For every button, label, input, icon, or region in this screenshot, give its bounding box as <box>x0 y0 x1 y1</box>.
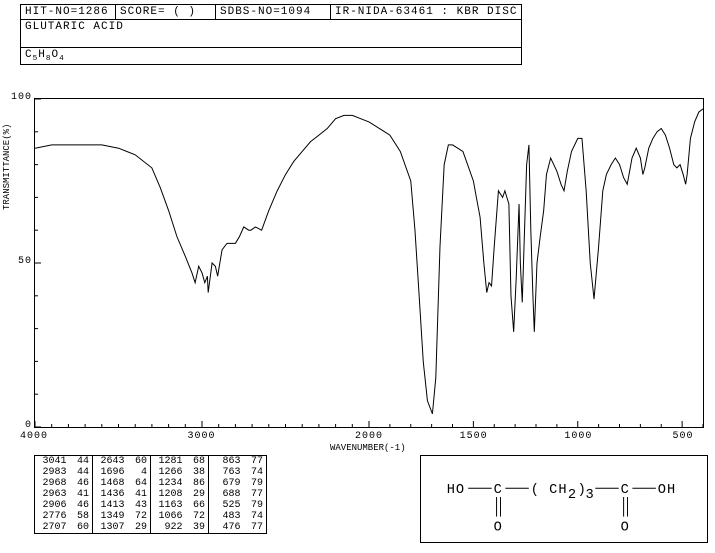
peak-wn: 863 <box>209 456 243 468</box>
table-row: 29684614686412348667979 <box>35 478 267 489</box>
peak-t: 60 <box>69 522 93 534</box>
x-axis-label: WAVENUMBER(-1) <box>330 443 406 453</box>
peak-wn: 679 <box>209 478 243 489</box>
peak-wn: 2906 <box>35 500 69 511</box>
structure-ho: HO <box>447 483 465 498</box>
formula: C5H8O4 <box>21 48 522 65</box>
xtick-4000: 4000 <box>14 431 54 442</box>
peak-wn: 1349 <box>93 511 127 522</box>
xtick-1000: 1000 <box>558 431 598 442</box>
peak-wn: 688 <box>209 489 243 500</box>
peak-t: 4 <box>127 467 151 478</box>
y-axis-label: TRANSMITTANCE(%) <box>2 124 12 210</box>
peak-t: 46 <box>69 478 93 489</box>
structure-c1: C <box>494 483 503 498</box>
peak-t: 72 <box>127 511 151 522</box>
peak-table: 3041442643601281688637729834416964126638… <box>34 455 267 534</box>
score: SCORE= ( ) <box>116 5 216 20</box>
structure-diagram: HO C ( CH 2 ) 3 C OH O O <box>420 455 708 543</box>
peak-t: 38 <box>185 467 209 478</box>
peak-wn: 1468 <box>93 478 127 489</box>
spectrum-chart <box>34 98 704 428</box>
peak-wn: 1266 <box>151 467 185 478</box>
peak-t: 79 <box>243 478 267 489</box>
peak-wn: 1066 <box>151 511 185 522</box>
peak-wn: 2776 <box>35 511 69 522</box>
peak-wn: 3041 <box>35 456 69 468</box>
compound-name: GLUTARIC ACID <box>21 20 522 48</box>
peak-wn: 2968 <box>35 478 69 489</box>
table-row: 27765813497210667248374 <box>35 511 267 522</box>
peak-wn: 1307 <box>93 522 127 534</box>
peak-wn: 1163 <box>151 500 185 511</box>
table-row: 2983441696412663876374 <box>35 467 267 478</box>
peak-wn: 525 <box>209 500 243 511</box>
peak-wn: 1696 <box>93 467 127 478</box>
xtick-1500: 1500 <box>454 431 494 442</box>
structure-o2: O <box>621 520 630 535</box>
peak-t: 68 <box>185 456 209 468</box>
peak-wn: 2643 <box>93 456 127 468</box>
peak-t: 44 <box>69 456 93 468</box>
xtick-500: 500 <box>663 431 703 442</box>
structure-ch2: ( CH <box>531 483 568 498</box>
peak-t: 44 <box>69 467 93 478</box>
header-table: HIT-NO=1286 SCORE= ( ) SDBS-NO=1094 IR-N… <box>20 4 522 65</box>
peak-t: 60 <box>127 456 151 468</box>
peak-t: 74 <box>243 511 267 522</box>
peak-t: 29 <box>185 489 209 500</box>
sdbs-no: SDBS-NO=1094 <box>216 5 331 20</box>
peak-t: 64 <box>127 478 151 489</box>
peak-wn: 1234 <box>151 478 185 489</box>
peak-t: 77 <box>243 456 267 468</box>
peak-t: 72 <box>185 511 209 522</box>
structure-oh: OH <box>658 483 676 498</box>
peak-t: 58 <box>69 511 93 522</box>
peak-wn: 1436 <box>93 489 127 500</box>
xtick-3000: 3000 <box>182 431 222 442</box>
peak-t: 77 <box>243 522 267 534</box>
peak-t: 46 <box>69 500 93 511</box>
peak-t: 39 <box>185 522 209 534</box>
peak-t: 74 <box>243 467 267 478</box>
table-row: 29634114364112082968877 <box>35 489 267 500</box>
structure-c2: C <box>621 483 630 498</box>
peak-t: 29 <box>127 522 151 534</box>
table-row: 30414426436012816886377 <box>35 456 267 468</box>
structure-o1: O <box>494 520 503 535</box>
peak-wn: 763 <box>209 467 243 478</box>
peak-wn: 476 <box>209 522 243 534</box>
ytick-100: 100 <box>4 92 32 103</box>
peak-wn: 1281 <box>151 456 185 468</box>
peak-t: 86 <box>185 478 209 489</box>
xtick-2000: 2000 <box>349 431 389 442</box>
peak-t: 41 <box>69 489 93 500</box>
ir-label: IR-NIDA-63461 : KBR DISC <box>331 5 522 20</box>
structure-sub2: 2 <box>568 488 577 503</box>
hit-no: HIT-NO=1286 <box>21 5 116 20</box>
table-row: 2707601307299223947677 <box>35 522 267 534</box>
peak-wn: 1208 <box>151 489 185 500</box>
peak-t: 79 <box>243 500 267 511</box>
ytick-50: 50 <box>4 256 32 267</box>
peak-wn: 922 <box>151 522 185 534</box>
peak-wn: 2963 <box>35 489 69 500</box>
table-row: 29064614134311636652579 <box>35 500 267 511</box>
ytick-0: 0 <box>4 420 32 431</box>
peak-wn: 483 <box>209 511 243 522</box>
peak-wn: 1413 <box>93 500 127 511</box>
peak-wn: 2983 <box>35 467 69 478</box>
structure-sub3: 3 <box>586 488 595 503</box>
peak-t: 41 <box>127 489 151 500</box>
peak-t: 77 <box>243 489 267 500</box>
peak-t: 66 <box>185 500 209 511</box>
peak-wn: 2707 <box>35 522 69 534</box>
peak-t: 43 <box>127 500 151 511</box>
